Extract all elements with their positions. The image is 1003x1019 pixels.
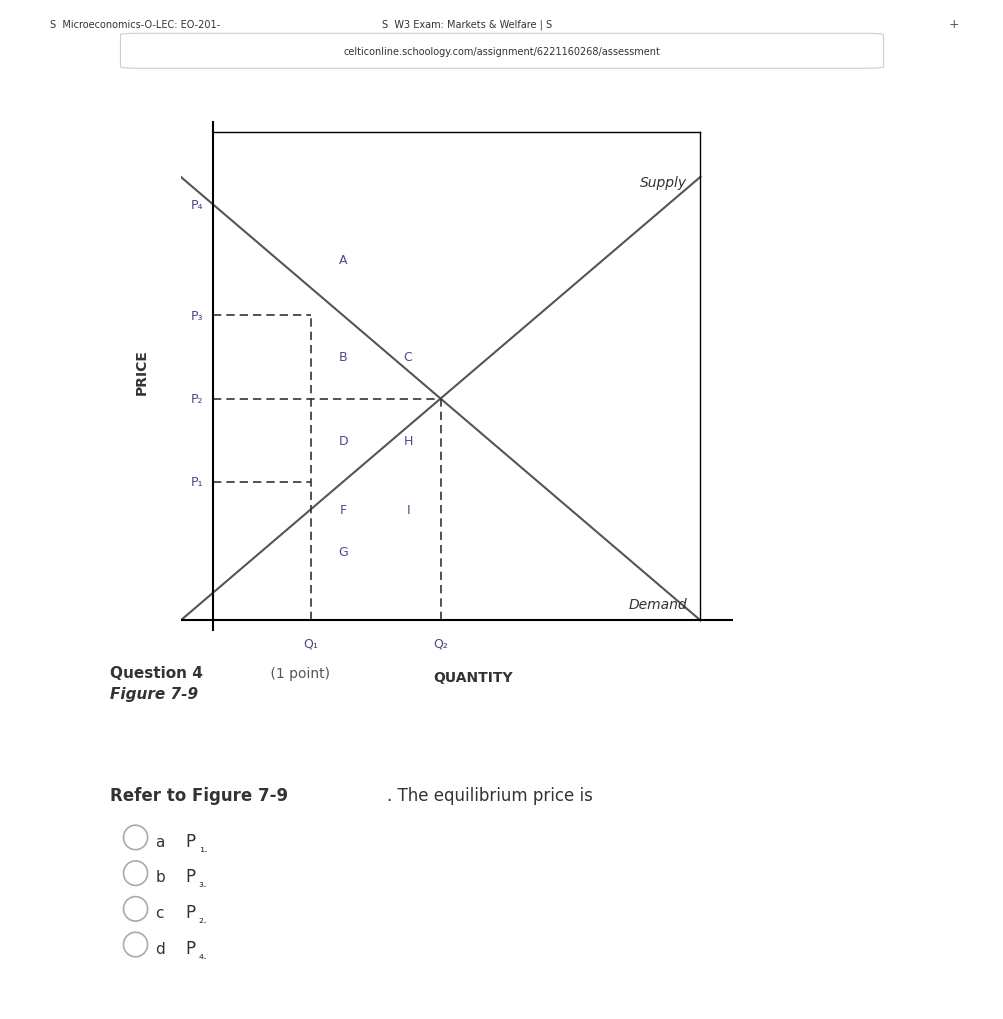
- Text: B: B: [338, 352, 347, 364]
- Text: QUANTITY: QUANTITY: [433, 671, 513, 685]
- Text: (1 point): (1 point): [266, 666, 330, 681]
- Text: A: A: [339, 254, 347, 267]
- Text: Refer to Figure 7-9: Refer to Figure 7-9: [110, 786, 288, 804]
- Text: Q₂: Q₂: [432, 637, 447, 650]
- Text: Q₁: Q₁: [303, 637, 318, 650]
- Text: d: d: [155, 941, 165, 956]
- Text: a: a: [155, 834, 164, 849]
- FancyBboxPatch shape: [120, 35, 883, 69]
- Text: ₂.: ₂.: [199, 912, 208, 925]
- Text: P₁: P₁: [191, 476, 204, 489]
- Text: ₁.: ₁.: [199, 841, 208, 854]
- Text: P₄: P₄: [191, 199, 204, 212]
- Text: Question 4: Question 4: [110, 665, 204, 681]
- Text: . The equilibrium price is: . The equilibrium price is: [386, 786, 592, 804]
- Text: ₃.: ₃.: [199, 876, 208, 890]
- Text: I: I: [406, 503, 409, 517]
- Text: celticonline.schoology.com/assignment/6221160268/assessment: celticonline.schoology.com/assignment/62…: [343, 47, 660, 57]
- Text: P: P: [186, 938, 196, 957]
- Text: Demand: Demand: [628, 597, 687, 611]
- Text: P: P: [186, 832, 196, 850]
- Text: S  Microeconomics-O-LEC: EO-201-: S Microeconomics-O-LEC: EO-201-: [50, 20, 220, 30]
- Text: S  W3 Exam: Markets & Welfare | S: S W3 Exam: Markets & Welfare | S: [381, 19, 551, 31]
- Text: F: F: [339, 503, 346, 517]
- Text: H: H: [403, 434, 412, 447]
- Text: P: P: [186, 903, 196, 921]
- Text: c: c: [155, 905, 163, 920]
- Text: Supply: Supply: [640, 176, 687, 191]
- Text: +: +: [948, 18, 958, 32]
- Text: P: P: [186, 867, 196, 886]
- Text: P₂: P₂: [191, 392, 204, 406]
- Text: b: b: [155, 869, 165, 884]
- Text: PRICE: PRICE: [134, 348, 148, 394]
- Text: P₃: P₃: [191, 310, 204, 323]
- Text: ₄.: ₄.: [199, 948, 208, 961]
- Text: D: D: [338, 434, 348, 447]
- Text: C: C: [403, 352, 412, 364]
- Text: Figure 7-9: Figure 7-9: [110, 686, 199, 701]
- Text: G: G: [338, 545, 348, 558]
